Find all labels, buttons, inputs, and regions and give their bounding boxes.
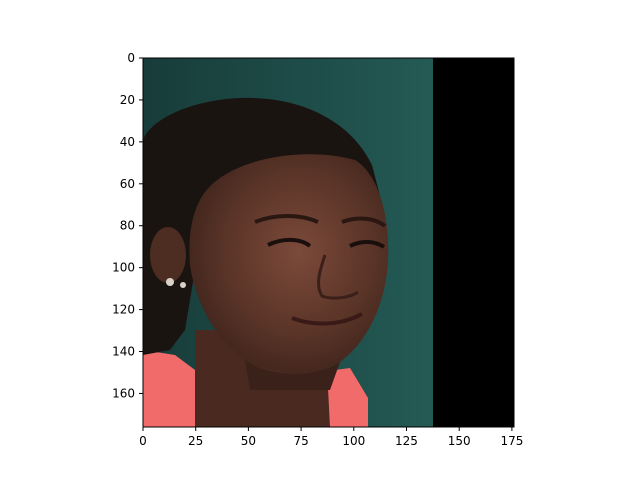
face bbox=[189, 154, 389, 373]
right-black-panel bbox=[433, 58, 514, 427]
y-axis: 0 20 40 60 80 100 120 140 160 bbox=[112, 51, 143, 400]
y-tick-label: 160 bbox=[112, 386, 135, 400]
x-tick-label: 150 bbox=[448, 434, 471, 448]
x-axis: 0 25 50 75 100 125 150 175 bbox=[139, 427, 523, 448]
y-tick-label: 120 bbox=[112, 303, 135, 317]
y-tick-label: 0 bbox=[127, 51, 135, 65]
x-tick-label: 25 bbox=[188, 434, 203, 448]
shirt bbox=[143, 350, 195, 427]
eyebrow-left bbox=[254, 214, 319, 224]
jaw-shadow bbox=[245, 360, 340, 390]
y-tick-label: 40 bbox=[120, 135, 135, 149]
eyebrow-right bbox=[341, 216, 387, 228]
y-tick-label: 80 bbox=[120, 219, 135, 233]
eye-right bbox=[349, 240, 386, 249]
x-tick-label: 125 bbox=[395, 434, 418, 448]
axes-frame bbox=[142, 57, 515, 428]
earring-2 bbox=[180, 282, 186, 288]
nose bbox=[317, 254, 359, 300]
ear bbox=[150, 227, 186, 283]
y-tick-label: 60 bbox=[120, 177, 135, 191]
x-tick-label: 75 bbox=[293, 434, 308, 448]
portrait-photo bbox=[143, 58, 514, 427]
earring bbox=[166, 278, 174, 286]
y-tick-label: 20 bbox=[120, 93, 135, 107]
x-tick-label: 175 bbox=[500, 434, 523, 448]
x-tick-label: 100 bbox=[342, 434, 365, 448]
x-tick-label: 0 bbox=[139, 434, 147, 448]
y-tick-label: 100 bbox=[112, 261, 135, 275]
x-tick-label: 50 bbox=[241, 434, 256, 448]
y-tick-label: 140 bbox=[112, 345, 135, 359]
mouth bbox=[291, 312, 363, 326]
eye-left bbox=[267, 237, 312, 248]
